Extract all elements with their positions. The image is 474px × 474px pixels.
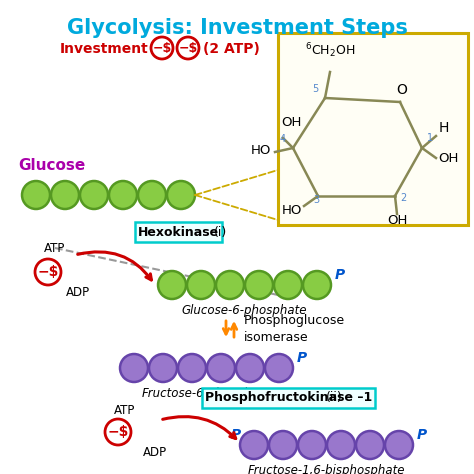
Text: 2: 2 bbox=[400, 193, 406, 203]
Circle shape bbox=[265, 354, 293, 382]
Text: 3: 3 bbox=[313, 195, 319, 205]
Text: (2 ATP): (2 ATP) bbox=[203, 42, 260, 56]
Text: HO: HO bbox=[282, 204, 302, 217]
Circle shape bbox=[327, 431, 355, 459]
Text: Glucose-6-phosphate: Glucose-6-phosphate bbox=[182, 304, 307, 317]
Text: OH: OH bbox=[438, 152, 458, 165]
Text: Phosphofructokinase –1: Phosphofructokinase –1 bbox=[205, 392, 372, 404]
Circle shape bbox=[51, 181, 79, 209]
Text: OH: OH bbox=[387, 214, 407, 227]
Text: Fructose-6-phosphate: Fructose-6-phosphate bbox=[142, 387, 271, 400]
Text: −$: −$ bbox=[152, 42, 172, 55]
Circle shape bbox=[158, 271, 186, 299]
Circle shape bbox=[216, 271, 244, 299]
Text: P: P bbox=[335, 268, 345, 282]
Circle shape bbox=[298, 431, 326, 459]
Text: (ii): (ii) bbox=[326, 392, 343, 404]
Circle shape bbox=[22, 181, 50, 209]
Text: ADP: ADP bbox=[143, 446, 167, 458]
Circle shape bbox=[138, 181, 166, 209]
Circle shape bbox=[149, 354, 177, 382]
Text: −$: −$ bbox=[37, 265, 59, 279]
Text: $^6$CH$_2$OH: $^6$CH$_2$OH bbox=[305, 41, 355, 60]
Text: Glycolysis: Investment Steps: Glycolysis: Investment Steps bbox=[66, 18, 408, 38]
Circle shape bbox=[240, 431, 268, 459]
Circle shape bbox=[80, 181, 108, 209]
Circle shape bbox=[207, 354, 235, 382]
Text: H: H bbox=[439, 121, 449, 135]
Text: P: P bbox=[297, 351, 307, 365]
Circle shape bbox=[178, 354, 206, 382]
Circle shape bbox=[187, 271, 215, 299]
Text: ADP: ADP bbox=[66, 286, 90, 300]
Circle shape bbox=[303, 271, 331, 299]
Text: (i): (i) bbox=[214, 226, 227, 238]
Bar bbox=[278, 33, 468, 225]
Circle shape bbox=[236, 354, 264, 382]
Text: OH: OH bbox=[281, 116, 301, 129]
Circle shape bbox=[167, 181, 195, 209]
Text: −$: −$ bbox=[178, 42, 198, 55]
Circle shape bbox=[245, 271, 273, 299]
Text: O: O bbox=[397, 83, 408, 97]
Text: P: P bbox=[231, 428, 241, 442]
Circle shape bbox=[120, 354, 148, 382]
Circle shape bbox=[356, 431, 384, 459]
Text: 4: 4 bbox=[280, 134, 286, 144]
Text: 1: 1 bbox=[427, 133, 433, 143]
Text: P: P bbox=[417, 428, 427, 442]
Text: 5: 5 bbox=[312, 84, 318, 94]
Text: HO: HO bbox=[251, 144, 271, 157]
Text: Glucose: Glucose bbox=[18, 158, 85, 173]
Text: Hexokinase: Hexokinase bbox=[138, 226, 219, 238]
Text: −$: −$ bbox=[107, 425, 128, 439]
Text: Fructose-1,6-bisphosphate: Fructose-1,6-bisphosphate bbox=[248, 464, 405, 474]
Circle shape bbox=[274, 271, 302, 299]
Text: ATP: ATP bbox=[114, 403, 136, 417]
Circle shape bbox=[109, 181, 137, 209]
Text: Investment: Investment bbox=[60, 42, 149, 56]
Text: Phosphoglucose
isomerase: Phosphoglucose isomerase bbox=[244, 314, 345, 344]
Text: ATP: ATP bbox=[44, 241, 66, 255]
Circle shape bbox=[385, 431, 413, 459]
Circle shape bbox=[269, 431, 297, 459]
